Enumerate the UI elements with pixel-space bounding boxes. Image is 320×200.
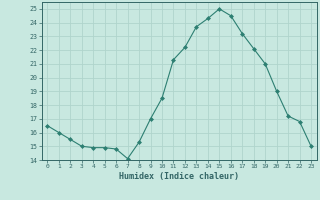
X-axis label: Humidex (Indice chaleur): Humidex (Indice chaleur) bbox=[119, 172, 239, 181]
